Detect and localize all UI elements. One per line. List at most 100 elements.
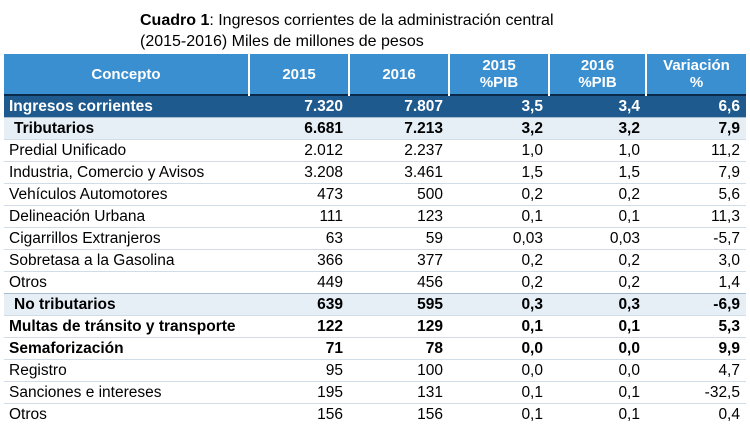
caption-subtitle: (2015-2016) Miles de millones de pesos	[140, 31, 554, 52]
value-cell: 0,1	[549, 206, 646, 228]
value-cell: 123	[349, 206, 449, 228]
value-cell: 0,2	[549, 250, 646, 272]
header-line2: %PIB	[480, 74, 518, 91]
value-cell: 3.208	[249, 162, 349, 184]
value-cell: 473	[249, 184, 349, 206]
value-cell: 0,2	[449, 184, 549, 206]
value-cell: 377	[349, 250, 449, 272]
value-cell: 0,2	[449, 250, 549, 272]
value-cell: 0,2	[549, 184, 646, 206]
value-cell: 366	[249, 250, 349, 272]
value-cell: 1,0	[449, 140, 549, 162]
value-cell: 500	[349, 184, 449, 206]
value-cell: 3,5	[449, 95, 549, 118]
value-cell: 129	[349, 316, 449, 338]
value-cell: 639	[249, 294, 349, 316]
row-label: Ingresos corrientes	[4, 95, 249, 118]
header-cell: 2016%PIB	[549, 54, 646, 95]
value-cell: 3,4	[549, 95, 646, 118]
value-cell: 156	[349, 404, 449, 425]
value-cell: 95	[249, 360, 349, 382]
value-cell: 111	[249, 206, 349, 228]
value-cell: 3.461	[349, 162, 449, 184]
value-cell: 7,9	[646, 162, 746, 184]
value-cell: 7.213	[349, 118, 449, 140]
value-cell: 449	[249, 272, 349, 294]
value-cell: 0,0	[549, 338, 646, 360]
row-label: Predial Unificado	[4, 140, 249, 162]
value-cell: 1,5	[549, 162, 646, 184]
table-caption: Cuadro 1: Ingresos corrientes de la admi…	[140, 10, 554, 52]
row-label: Industria, Comercio y Avisos	[4, 162, 249, 184]
row-label: Vehículos Automotores	[4, 184, 249, 206]
caption-label: Cuadro 1	[140, 12, 209, 29]
value-cell: 100	[349, 360, 449, 382]
header-cell: 2015	[249, 54, 349, 95]
header-row: Concepto 2015 2016 2015%PIB 2016%PIB Var…	[4, 54, 746, 95]
value-cell: -6,9	[646, 294, 746, 316]
value-cell: 0,1	[449, 404, 549, 425]
row-label: Sobretasa a la Gasolina	[4, 250, 249, 272]
value-cell: 0,1	[449, 316, 549, 338]
value-cell: 7.807	[349, 95, 449, 118]
value-cell: 0,2	[549, 272, 646, 294]
row-label: Sanciones e intereses	[4, 382, 249, 404]
value-cell: 11,3	[646, 206, 746, 228]
value-cell: 3,0	[646, 250, 746, 272]
row-label: Multas de tránsito y transporte	[4, 316, 249, 338]
value-cell: 0,0	[549, 360, 646, 382]
header-line2: %	[690, 74, 703, 91]
value-cell: 78	[349, 338, 449, 360]
value-cell: -32,5	[646, 382, 746, 404]
value-cell: 1,4	[646, 272, 746, 294]
value-cell: 6.681	[249, 118, 349, 140]
value-cell: 0,03	[549, 228, 646, 250]
caption-text: : Ingresos corrientes de la administraci…	[209, 12, 553, 29]
value-cell: -5,7	[646, 228, 746, 250]
value-cell: 3,2	[449, 118, 549, 140]
header-cell: Concepto	[4, 54, 249, 95]
row-label: Cigarrillos Extranjeros	[4, 228, 249, 250]
value-cell: 0,1	[549, 404, 646, 425]
value-cell: 0,0	[449, 338, 549, 360]
header-line2: %PIB	[578, 74, 616, 91]
value-cell: 11,2	[646, 140, 746, 162]
value-cell: 2.237	[349, 140, 449, 162]
value-cell: 7,9	[646, 118, 746, 140]
value-cell: 3,2	[549, 118, 646, 140]
value-cell: 122	[249, 316, 349, 338]
value-cell: 1,0	[549, 140, 646, 162]
value-cell: 0,1	[449, 206, 549, 228]
value-cell: 0,03	[449, 228, 549, 250]
header-line1: 2016	[382, 66, 415, 83]
value-cell: 6,6	[646, 95, 746, 118]
row-label: Registro	[4, 360, 249, 382]
value-cell: 0,1	[549, 316, 646, 338]
value-cell: 0,0	[449, 360, 549, 382]
value-cell: 0,1	[549, 382, 646, 404]
value-cell: 63	[249, 228, 349, 250]
value-cell: 0,2	[449, 272, 549, 294]
header-line1: 2015	[282, 66, 315, 83]
value-cell: 0,3	[449, 294, 549, 316]
value-cell: 131	[349, 382, 449, 404]
value-cell: 0,1	[449, 382, 549, 404]
value-cell: 1,5	[449, 162, 549, 184]
row-label: No tributarios	[4, 294, 249, 316]
value-cell: 71	[249, 338, 349, 360]
value-cell: 7.320	[249, 95, 349, 118]
row-label: Semaforización	[4, 338, 249, 360]
